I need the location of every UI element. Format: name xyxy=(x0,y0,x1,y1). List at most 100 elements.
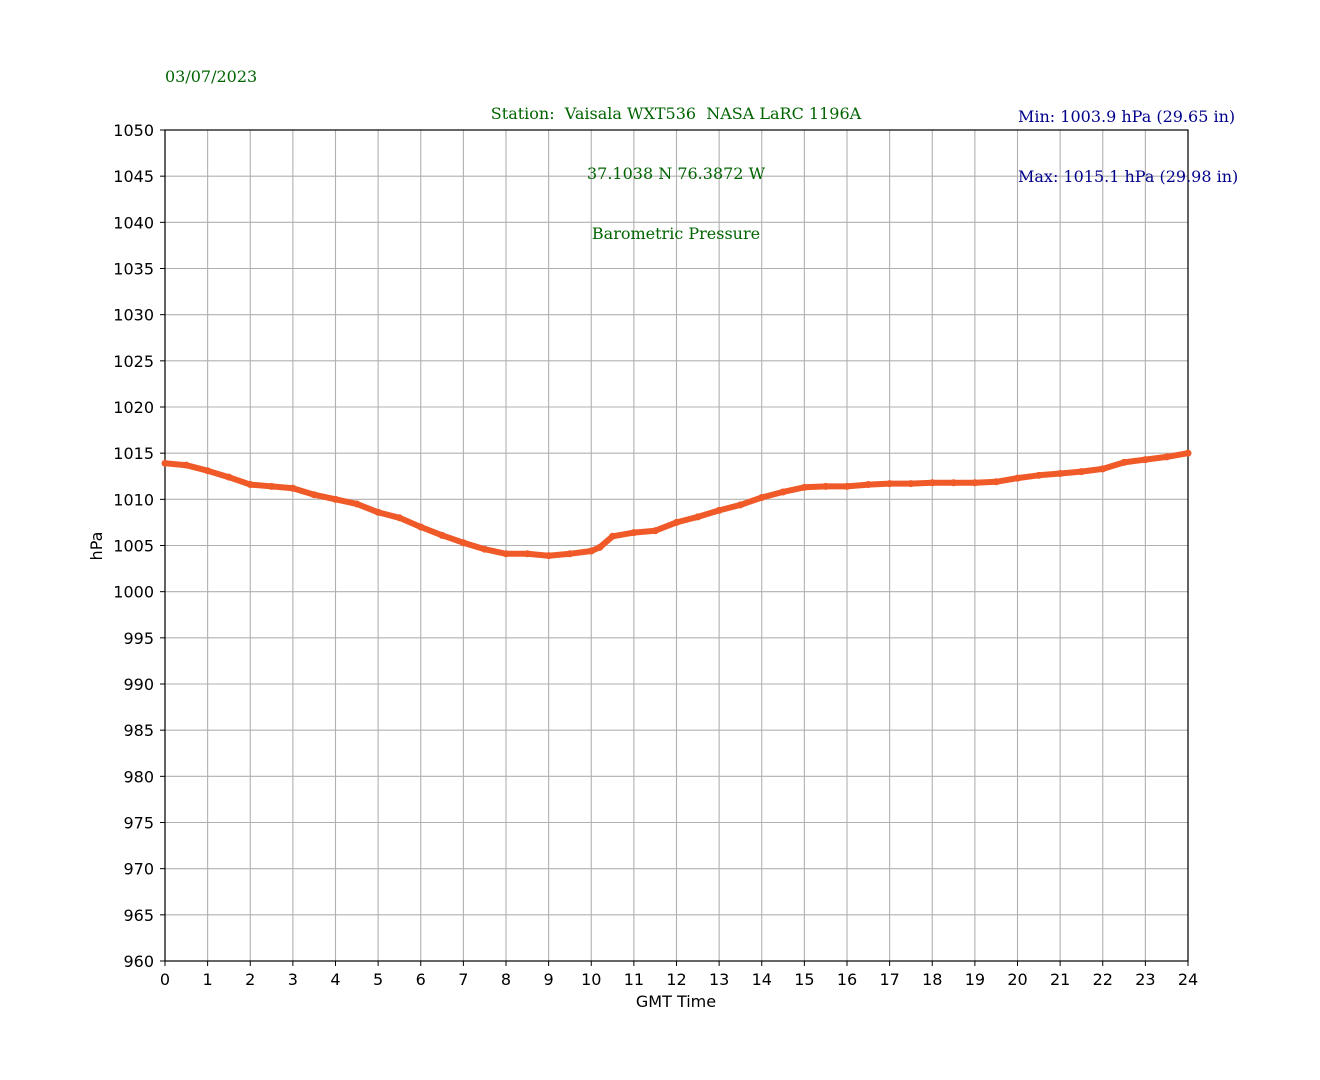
data-point xyxy=(886,480,894,488)
x-tick-label: 23 xyxy=(1135,970,1155,989)
pressure-series-line xyxy=(162,450,1191,559)
data-point xyxy=(523,550,531,558)
data-point xyxy=(438,531,446,539)
y-tick-label: 1025 xyxy=(113,352,154,371)
data-point xyxy=(353,500,361,508)
x-tick-label: 13 xyxy=(709,970,729,989)
x-tick-label: 14 xyxy=(752,970,772,989)
x-tick-label: 20 xyxy=(1007,970,1027,989)
y-tick-label: 1020 xyxy=(113,398,154,417)
data-point xyxy=(459,539,467,547)
data-point xyxy=(630,529,638,537)
data-point xyxy=(609,532,617,540)
y-tick-label: 1010 xyxy=(113,490,154,509)
data-point xyxy=(736,501,744,509)
data-point xyxy=(992,478,1000,486)
x-axis-label: GMT Time xyxy=(636,992,716,1011)
y-tick-label: 970 xyxy=(123,860,154,879)
data-point xyxy=(332,495,339,503)
data-point xyxy=(182,461,190,469)
data-point xyxy=(758,493,766,501)
x-tick-label: 19 xyxy=(965,970,985,989)
data-point xyxy=(310,491,318,499)
x-tick-label: 17 xyxy=(879,970,899,989)
y-tick-label: 1000 xyxy=(113,583,154,602)
data-point xyxy=(1056,469,1064,477)
data-point xyxy=(374,508,382,516)
x-tick-label: 15 xyxy=(794,970,814,989)
data-point xyxy=(161,459,169,467)
x-tick-label: 24 xyxy=(1178,970,1198,989)
data-point xyxy=(843,482,851,490)
data-point xyxy=(1077,468,1085,476)
y-axis-label: hPa xyxy=(87,532,106,561)
data-point xyxy=(1184,449,1192,457)
y-tick-label: 1015 xyxy=(113,444,154,463)
y-tick-label: 965 xyxy=(123,906,154,925)
y-tick-label: 975 xyxy=(123,814,154,833)
data-point xyxy=(928,479,936,487)
x-tick-label: 10 xyxy=(581,970,601,989)
data-point xyxy=(1120,458,1128,466)
data-point xyxy=(715,506,723,514)
data-point xyxy=(673,518,680,526)
date-label: 03/07/2023 xyxy=(165,67,258,86)
x-tick-label: 9 xyxy=(544,970,554,989)
x-tick-label: 3 xyxy=(288,970,298,989)
y-tick-label: 960 xyxy=(123,952,154,971)
y-tick-label: 980 xyxy=(123,767,154,786)
station-coords-line: 37.1038 N 76.3872 W xyxy=(586,164,766,183)
x-tick-label: 7 xyxy=(458,970,468,989)
x-tick-label: 6 xyxy=(416,970,426,989)
data-point xyxy=(268,482,276,490)
x-tick-label: 1 xyxy=(203,970,213,989)
data-point xyxy=(864,481,872,489)
y-tick-label: 1005 xyxy=(113,537,154,556)
data-point xyxy=(246,481,254,489)
data-point xyxy=(1163,453,1171,461)
y-tick-label: 985 xyxy=(123,721,154,740)
y-axis-ticks: 960 965 970 975 980 985 990 995 1000 1005 1010 1015… xyxy=(113,121,165,971)
data-point xyxy=(566,550,574,558)
station-name-line: Station: Vaisala WXT536 NASA LaRC 1196A xyxy=(490,104,862,123)
x-tick-label: 21 xyxy=(1050,970,1070,989)
y-tick-label: 1050 xyxy=(113,121,154,140)
data-point xyxy=(950,479,958,487)
data-point xyxy=(289,484,297,492)
x-tick-label: 11 xyxy=(624,970,644,989)
x-tick-label: 0 xyxy=(160,970,170,989)
min-max-box: Min: 1003.9 hPa (29.65 in) Max: 1015.1 h… xyxy=(1018,67,1238,207)
x-tick-label: 8 xyxy=(501,970,511,989)
data-point xyxy=(800,483,808,491)
x-tick-label: 4 xyxy=(330,970,340,989)
chart-title-line: Barometric Pressure xyxy=(591,224,761,243)
data-point xyxy=(204,467,212,475)
x-tick-label: 12 xyxy=(666,970,686,989)
y-tick-label: 1030 xyxy=(113,306,154,325)
data-point xyxy=(225,473,233,481)
x-tick-label: 22 xyxy=(1093,970,1113,989)
min-value-text: Min: 1003.9 hPa (29.65 in) xyxy=(1018,107,1236,126)
x-tick-label: 16 xyxy=(837,970,857,989)
y-tick-label: 1035 xyxy=(113,260,154,279)
data-point xyxy=(395,514,403,522)
data-point xyxy=(1035,471,1043,479)
y-tick-label: 1045 xyxy=(113,167,154,186)
y-tick-label: 995 xyxy=(123,629,154,648)
data-point xyxy=(502,550,510,558)
data-point xyxy=(481,545,489,553)
data-point xyxy=(1141,456,1149,464)
data-point xyxy=(1014,474,1021,482)
x-tick-label: 18 xyxy=(922,970,942,989)
max-value-text: Max: 1015.1 hPa (29.98 in) xyxy=(1018,167,1239,186)
station-header: Station: Vaisala WXT536 NASA LaRC 1196A … xyxy=(491,64,861,264)
series-layer xyxy=(161,449,1192,560)
y-tick-label: 990 xyxy=(123,675,154,694)
data-point xyxy=(651,527,659,535)
data-point xyxy=(971,479,979,487)
x-tick-label: 2 xyxy=(245,970,255,989)
data-point xyxy=(1099,465,1107,473)
data-point xyxy=(694,513,702,521)
y-tick-label: 1040 xyxy=(113,213,154,232)
